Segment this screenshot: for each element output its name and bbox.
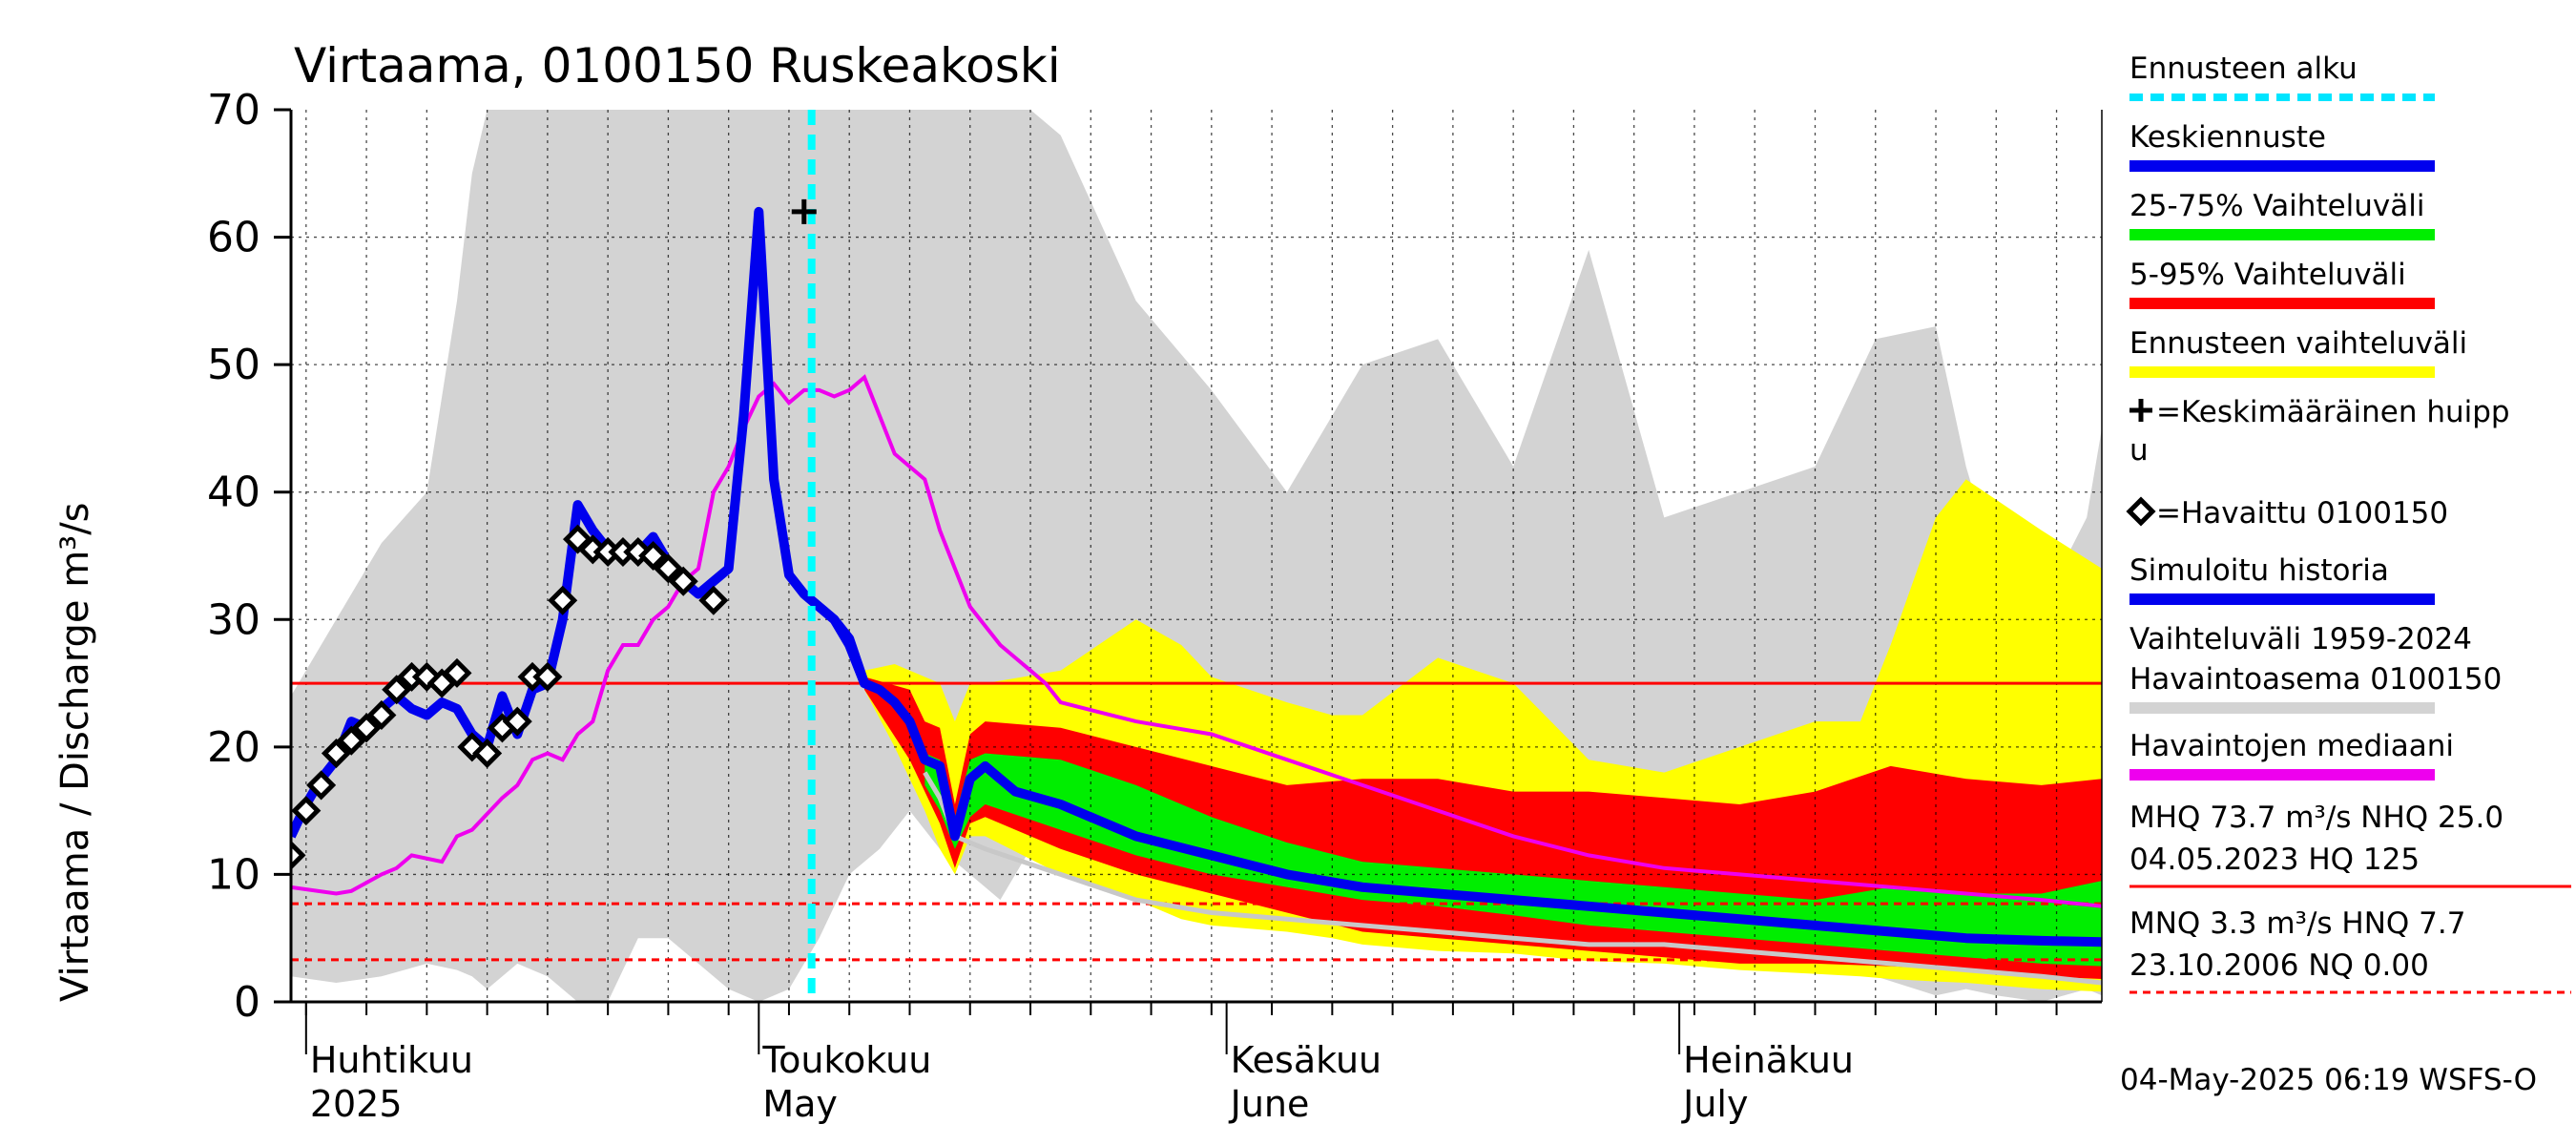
chart-title: Virtaama, 0100150 Ruskeakoski xyxy=(294,38,1061,94)
axes xyxy=(289,110,2103,1054)
statistics: MHQ 73.7 m³/s NHQ 25.0 04.05.2023 HQ 125 M… xyxy=(2129,801,2571,994)
stat-line: MNQ 3.3 m³/s HNQ 7.7 xyxy=(2129,906,2465,941)
observed-point xyxy=(336,725,366,756)
observed-point xyxy=(306,770,337,801)
legend-label: Havaintojen mediaani xyxy=(2129,729,2454,763)
y-tick-label: 40 xyxy=(207,468,260,517)
legend-label: 5-95% Vaihteluväli xyxy=(2129,258,2406,292)
median-forecast-line xyxy=(800,590,2102,947)
legend-label: Keskiennuste xyxy=(2129,120,2326,155)
y-tick-label: 0 xyxy=(234,978,260,1027)
month-label-fi: Huhtikuu xyxy=(310,1039,473,1081)
legend-label: Ennusteen vaihteluväli xyxy=(2129,326,2467,361)
range-25-75-band xyxy=(924,753,2102,967)
legend-label: Havaintoasema 0100150 xyxy=(2129,662,2502,697)
y-axis-label: Virtaama / Discharge m³/s xyxy=(53,502,97,1002)
simulated-history-line xyxy=(291,206,869,839)
stat-line: 23.10.2006 NQ 0.00 xyxy=(2129,948,2429,983)
legend-label: =Havaittu 0100150 xyxy=(2156,496,2448,531)
observed-point xyxy=(291,796,322,826)
legend-label: u xyxy=(2129,433,2149,468)
legend-diamond-icon xyxy=(2126,496,2156,527)
month-label-en: 2025 xyxy=(310,1083,403,1125)
plot-area xyxy=(291,110,2102,1002)
y-ticks: 0 10 20 30 40 50 60 70 xyxy=(207,86,291,1027)
observed-point xyxy=(653,553,683,584)
legend-plus-icon xyxy=(2129,399,2152,422)
observed-point xyxy=(532,661,563,692)
y-tick-label: 20 xyxy=(207,723,260,772)
month-label-en: June xyxy=(1229,1083,1310,1125)
observed-point xyxy=(321,739,351,769)
y-tick-label: 60 xyxy=(207,214,260,262)
markers xyxy=(291,110,817,1002)
observed-point xyxy=(351,713,382,743)
y-tick-label: 70 xyxy=(207,86,260,135)
observed-point xyxy=(698,585,729,615)
footer-timestamp: 04-May-2025 06:19 WSFS-O xyxy=(2120,1063,2537,1097)
legend-label: 25-75% Vaihteluväli xyxy=(2129,189,2425,223)
stat-line: 04.05.2023 HQ 125 xyxy=(2129,843,2420,877)
month-label-fi: Heinäkuu xyxy=(1683,1039,1854,1081)
observed-point xyxy=(472,739,503,769)
observed-point xyxy=(366,699,397,730)
y-tick-label: 10 xyxy=(207,850,260,899)
reference-lines xyxy=(291,681,2102,1002)
stat-line: MHQ 73.7 m³/s NHQ 25.0 xyxy=(2129,801,2503,835)
range-25-75-area xyxy=(924,753,2102,967)
y-tick-label: 50 xyxy=(207,341,260,389)
observed-point xyxy=(442,657,472,688)
month-label-en: July xyxy=(1681,1083,1748,1125)
average-peak-marker xyxy=(791,198,817,224)
history-dry-line xyxy=(923,771,2102,986)
observed-point xyxy=(668,566,698,596)
legend-label: Ennusteen alku xyxy=(2129,52,2358,86)
observed-point xyxy=(502,706,532,737)
y-tick-label: 30 xyxy=(207,595,260,644)
legend: Ennusteen alku Keskiennuste 25-75% Vaihtel… xyxy=(2126,52,2510,781)
observed-point xyxy=(638,540,669,572)
observed-point xyxy=(291,840,306,870)
legend-label: =Keskimääräinen huipp xyxy=(2156,395,2510,429)
legend-label: Vaihteluväli 1959-2024 xyxy=(2129,622,2472,656)
month-label-fi: Toukokuu xyxy=(761,1039,931,1081)
observed-point xyxy=(548,585,578,615)
observed-point xyxy=(382,675,412,705)
month-label-fi: Kesäkuu xyxy=(1231,1039,1382,1081)
month-label-en: May xyxy=(762,1083,838,1125)
legend-label: Simuloitu historia xyxy=(2129,553,2389,588)
